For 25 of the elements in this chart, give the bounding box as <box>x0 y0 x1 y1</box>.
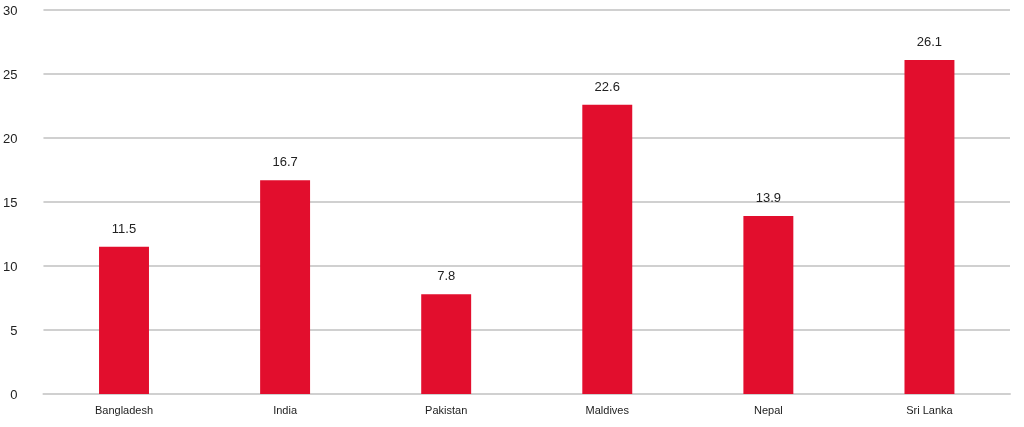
x-tick-label: Pakistan <box>425 403 468 416</box>
x-tick-label: Maldives <box>585 403 630 416</box>
x-tick-label: Bangladesh <box>94 403 154 416</box>
bar <box>904 59 955 394</box>
data-label: 7.8 <box>437 268 456 284</box>
y-tick-label: 25 <box>2 66 18 82</box>
data-label: 22.6 <box>594 78 620 94</box>
x-tick-label: India <box>273 403 298 416</box>
bar <box>743 216 794 394</box>
bar <box>582 104 633 394</box>
x-tick-label: Sri Lanka <box>906 403 954 416</box>
y-tick-label: 10 <box>2 258 18 274</box>
bar <box>260 180 311 394</box>
bar <box>99 246 149 394</box>
y-tick-label: 30 <box>2 2 18 18</box>
bar <box>421 294 472 394</box>
y-tick-label: 20 <box>2 130 18 146</box>
data-label: 26.1 <box>916 33 943 49</box>
x-tick-label: Nepal <box>753 403 783 416</box>
data-label: 16.7 <box>272 154 298 170</box>
data-label: 13.9 <box>755 190 782 206</box>
y-tick-label: 0 <box>10 386 18 402</box>
y-tick-label: 15 <box>2 194 18 210</box>
y-tick-label: 5 <box>10 322 18 338</box>
data-label: 11.5 <box>111 220 137 236</box>
